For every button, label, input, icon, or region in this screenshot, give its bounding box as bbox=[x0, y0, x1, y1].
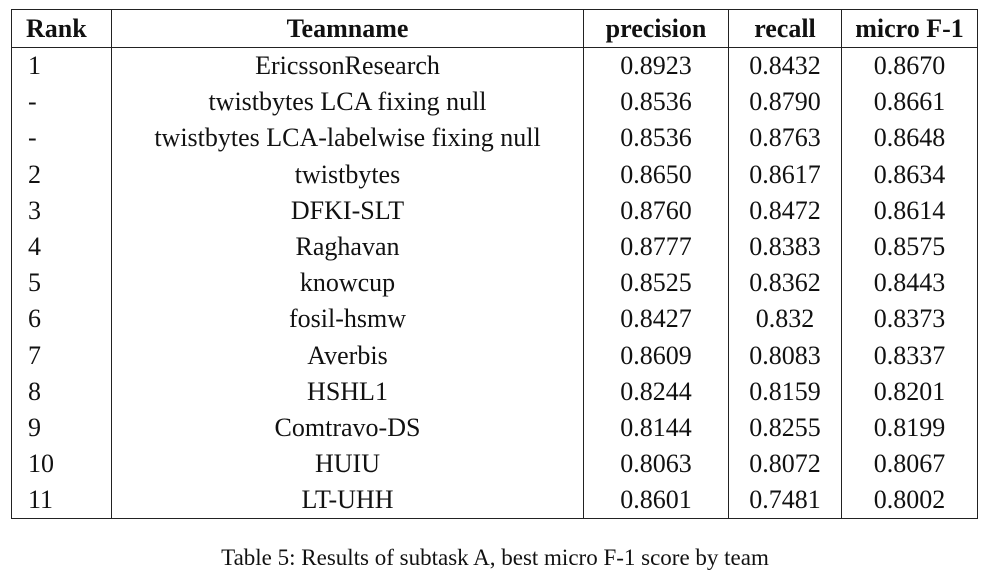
micro-f1-cell: 0.8670 bbox=[841, 47, 978, 85]
table-caption: Table 5: Results of subtask A, best micr… bbox=[221, 545, 769, 570]
rank-cell: 6 bbox=[11, 301, 112, 338]
micro-f1-cell: 0.8373 bbox=[841, 301, 978, 338]
recall-cell: 0.8159 bbox=[728, 373, 842, 410]
rank-cell: 8 bbox=[11, 373, 112, 410]
results-table-container: Rank Teamname precision recall micro F-1… bbox=[11, 9, 978, 520]
precision-cell: 0.8244 bbox=[583, 373, 729, 410]
table-row: 1 EricssonResearch 0.8923 0.8432 0.8670 bbox=[11, 47, 978, 85]
team-cell: twistbytes bbox=[111, 156, 584, 193]
rank-cell: 11 bbox=[11, 482, 112, 520]
precision-cell: 0.8525 bbox=[583, 265, 729, 302]
recall-cell: 0.8617 bbox=[728, 156, 842, 193]
recall-cell: 0.8790 bbox=[728, 84, 842, 121]
recall-cell: 0.8083 bbox=[728, 337, 842, 374]
team-cell: twistbytes LCA fixing null bbox=[111, 84, 584, 121]
table-row: 6 fosil-hsmw 0.8427 0.832 0.8373 bbox=[11, 301, 978, 338]
rank-cell: 2 bbox=[11, 156, 112, 193]
rank-cell: 1 bbox=[11, 47, 112, 85]
micro-f1-cell: 0.8634 bbox=[841, 156, 978, 193]
precision-cell: 0.8650 bbox=[583, 156, 729, 193]
table-header: Rank Teamname precision recall micro F-1 bbox=[11, 9, 978, 48]
recall-cell: 0.8432 bbox=[728, 47, 842, 85]
team-cell: knowcup bbox=[111, 265, 584, 302]
micro-f1-cell: 0.8201 bbox=[841, 373, 978, 410]
precision-cell: 0.8760 bbox=[583, 192, 729, 229]
recall-cell: 0.8383 bbox=[728, 228, 842, 266]
micro-f1-cell: 0.8443 bbox=[841, 265, 978, 302]
table-body: 1 EricssonResearch 0.8923 0.8432 0.8670- twis… bbox=[11, 47, 978, 520]
precision-cell: 0.8923 bbox=[583, 47, 729, 85]
micro-f1-cell: 0.8199 bbox=[841, 409, 978, 447]
recall-cell: 0.7481 bbox=[728, 482, 842, 520]
precision-cell: 0.8536 bbox=[583, 84, 729, 121]
header-precision: precision bbox=[583, 9, 729, 48]
team-cell: HUIU bbox=[111, 446, 584, 483]
rank-cell: 4 bbox=[11, 228, 112, 266]
micro-f1-cell: 0.8067 bbox=[841, 446, 978, 483]
table-row: 11 LT-UHH 0.8601 0.7481 0.8002 bbox=[11, 482, 978, 520]
micro-f1-cell: 0.8575 bbox=[841, 228, 978, 266]
micro-f1-cell: 0.8337 bbox=[841, 337, 978, 374]
header-recall: recall bbox=[728, 9, 842, 48]
table-row: 9 Comtravo-DS 0.8144 0.8255 0.8199 bbox=[11, 409, 978, 447]
recall-cell: 0.832 bbox=[728, 301, 842, 338]
micro-f1-cell: 0.8002 bbox=[841, 482, 978, 520]
precision-cell: 0.8601 bbox=[583, 482, 729, 520]
recall-cell: 0.8763 bbox=[728, 120, 842, 157]
table-row: 4 Raghavan 0.8777 0.8383 0.8575 bbox=[11, 228, 978, 266]
rank-cell: 9 bbox=[11, 409, 112, 447]
table-row: 8 HSHL1 0.8244 0.8159 0.8201 bbox=[11, 373, 978, 410]
rank-cell: 3 bbox=[11, 192, 112, 229]
precision-cell: 0.8536 bbox=[583, 120, 729, 157]
header-micro-f1: micro F-1 bbox=[841, 9, 978, 48]
micro-f1-cell: 0.8661 bbox=[841, 84, 978, 121]
micro-f1-cell: 0.8614 bbox=[841, 192, 978, 229]
team-cell: twistbytes LCA-labelwise fixing null bbox=[111, 120, 584, 157]
table-row: 10 HUIU 0.8063 0.8072 0.8067 bbox=[11, 446, 978, 483]
rank-cell: 5 bbox=[11, 265, 112, 302]
recall-cell: 0.8472 bbox=[728, 192, 842, 229]
precision-cell: 0.8144 bbox=[583, 409, 729, 447]
header-row: Rank Teamname precision recall micro F-1 bbox=[11, 9, 978, 48]
results-table: Rank Teamname precision recall micro F-1… bbox=[11, 9, 978, 520]
precision-cell: 0.8063 bbox=[583, 446, 729, 483]
precision-cell: 0.8609 bbox=[583, 337, 729, 374]
rank-cell: 7 bbox=[11, 337, 112, 374]
rank-cell: 10 bbox=[11, 446, 112, 483]
precision-cell: 0.8427 bbox=[583, 301, 729, 338]
recall-cell: 0.8255 bbox=[728, 409, 842, 447]
rank-cell: - bbox=[11, 84, 112, 121]
team-cell: Raghavan bbox=[111, 228, 584, 266]
table-row: 5 knowcup 0.8525 0.8362 0.8443 bbox=[11, 265, 978, 302]
table-row: - twistbytes LCA-labelwise fixing null 0.8… bbox=[11, 120, 978, 157]
team-cell: EricssonResearch bbox=[111, 47, 584, 85]
header-teamname: Teamname bbox=[111, 9, 584, 48]
table-row: 3 DFKI-SLT 0.8760 0.8472 0.8614 bbox=[11, 192, 978, 229]
recall-cell: 0.8362 bbox=[728, 265, 842, 302]
table-row: - twistbytes LCA fixing null 0.8536 0.8790 0… bbox=[11, 84, 978, 121]
recall-cell: 0.8072 bbox=[728, 446, 842, 483]
team-cell: Averbis bbox=[111, 337, 584, 374]
table-row: 7 Averbis 0.8609 0.8083 0.8337 bbox=[11, 337, 978, 374]
table-row: 2 twistbytes 0.8650 0.8617 0.8634 bbox=[11, 156, 978, 193]
team-cell: DFKI-SLT bbox=[111, 192, 584, 229]
precision-cell: 0.8777 bbox=[583, 228, 729, 266]
team-cell: Comtravo-DS bbox=[111, 409, 584, 447]
team-cell: HSHL1 bbox=[111, 373, 584, 410]
rank-cell: - bbox=[11, 120, 112, 157]
team-cell: LT-UHH bbox=[111, 482, 584, 520]
header-rank: Rank bbox=[11, 9, 112, 48]
micro-f1-cell: 0.8648 bbox=[841, 120, 978, 157]
team-cell: fosil-hsmw bbox=[111, 301, 584, 338]
